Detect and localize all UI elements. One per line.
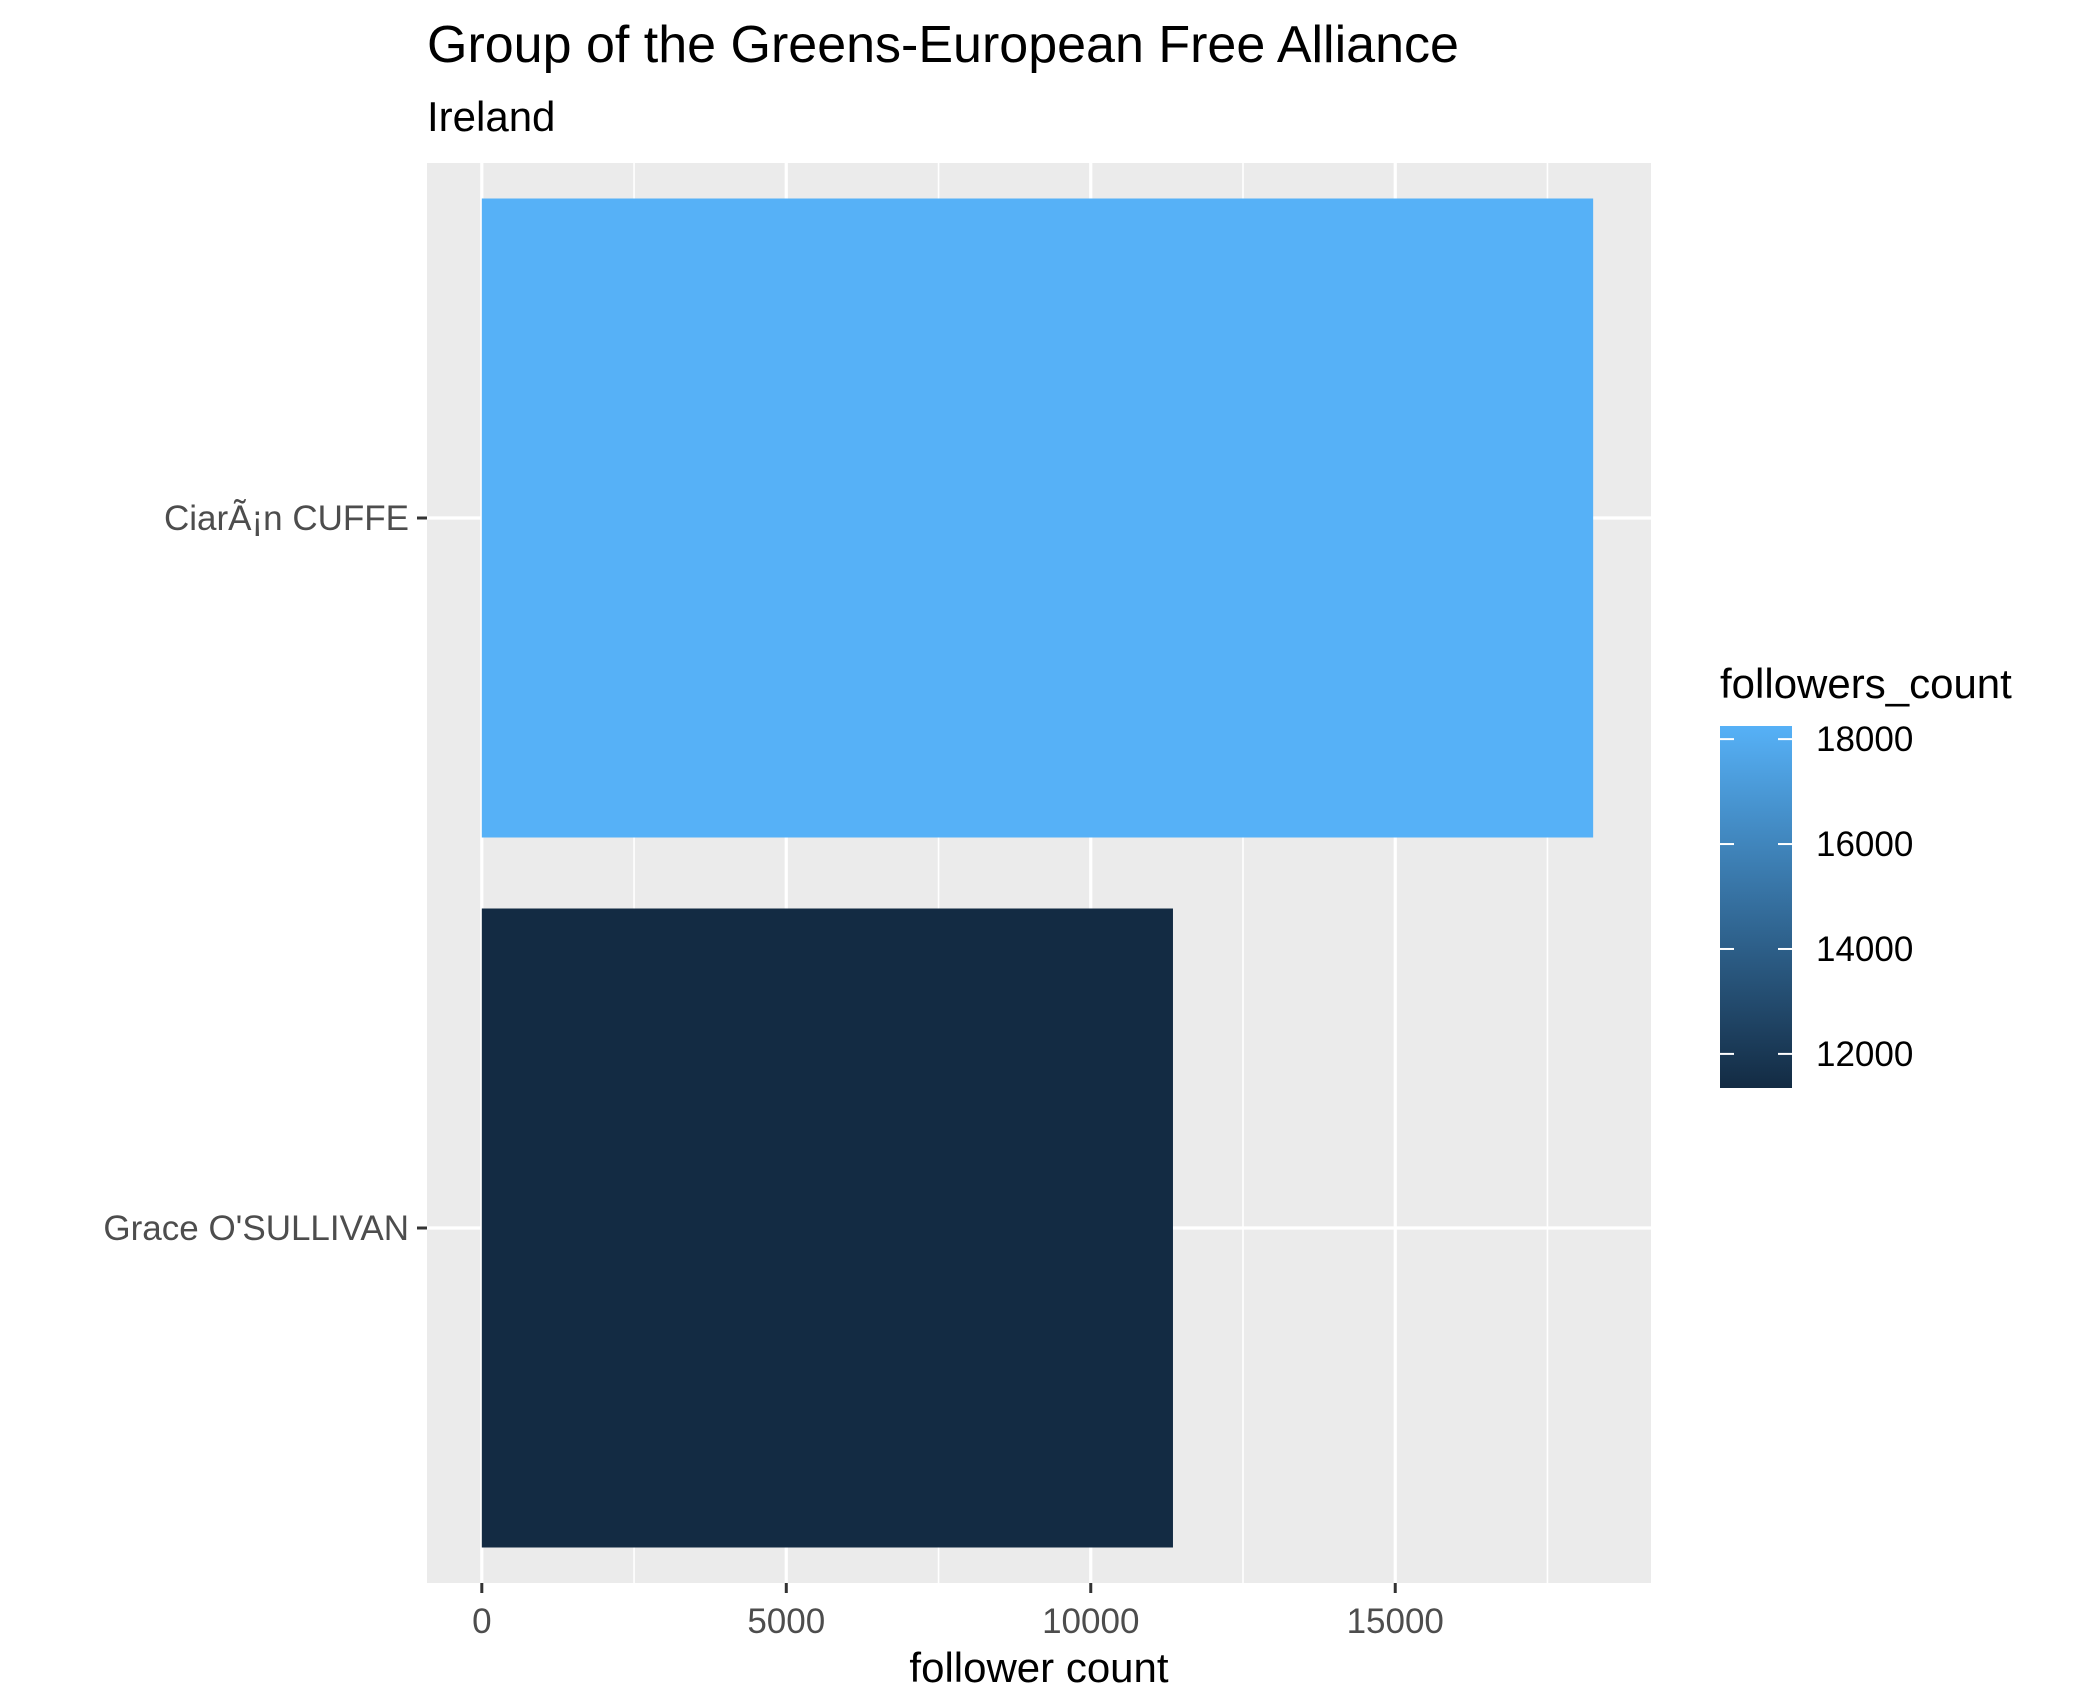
chart-title: Group of the Greens-European Free Allian… — [427, 16, 1459, 74]
x-tick-label: 5000 — [747, 1602, 825, 1641]
x-tick-label: 0 — [472, 1602, 491, 1641]
legend-tick-label: 18000 — [1816, 720, 1913, 759]
legend-colorbar — [1720, 726, 1792, 1088]
x-tick-label: 10000 — [1042, 1602, 1139, 1641]
legend-tick-label: 12000 — [1816, 1035, 1913, 1074]
bar — [481, 198, 1594, 838]
x-axis-title: follower count — [909, 1644, 1168, 1691]
chart-subtitle: Ireland — [427, 93, 555, 140]
y-axis: CiarÃ¡n CUFFE Grace O'SULLIVAN — [103, 499, 427, 1248]
legend-ticks: 12000 14000 16000 18000 — [1720, 720, 1913, 1074]
y-tick-label: CiarÃ¡n CUFFE — [164, 499, 409, 538]
legend: followers_count 12000 14000 16000 18000 — [1720, 660, 2012, 1088]
legend-tick-label: 16000 — [1816, 825, 1913, 864]
bars — [481, 198, 1594, 1548]
x-axis: 0 5000 10000 15000 — [472, 1583, 1444, 1641]
legend-tick-label: 14000 — [1816, 930, 1913, 969]
bar — [481, 908, 1173, 1548]
y-tick-label: Grace O'SULLIVAN — [103, 1209, 409, 1248]
legend-title: followers_count — [1720, 660, 2012, 707]
x-tick-label: 15000 — [1347, 1602, 1444, 1641]
